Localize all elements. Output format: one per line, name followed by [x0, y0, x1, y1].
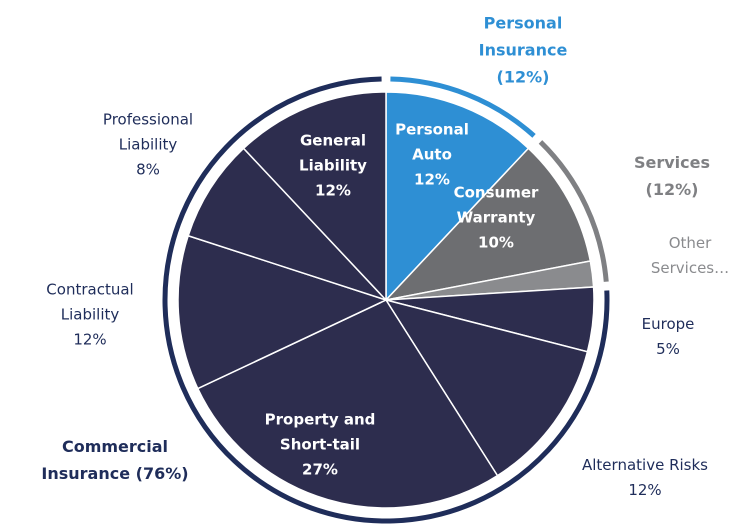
value-label: 27%: [302, 460, 338, 479]
pie-slice: [385, 91, 530, 302]
value-label: 8%: [136, 160, 160, 179]
pie-slice: [177, 234, 389, 390]
slice-label: Contractual Liability 12%: [35, 278, 145, 353]
group-value-label: (12%): [496, 67, 550, 87]
category-label: Property and Short-tail: [264, 410, 376, 454]
group-name: Personal Insurance: [478, 13, 568, 60]
category-label: Alternative Risks: [582, 456, 708, 474]
group-label: Services (12%): [622, 149, 722, 203]
pie-slice: [242, 91, 387, 302]
group-ring: [390, 76, 536, 138]
category-label: Other Services…: [650, 234, 730, 277]
slice-label: Alternative Risks 12%: [565, 453, 725, 503]
pie-slice: [196, 299, 499, 509]
category-label: Consumer Warranty: [453, 183, 539, 227]
value-label: 12%: [315, 181, 351, 200]
value-label: 12%: [73, 330, 107, 349]
slice-label: Professional Liability 8%: [88, 108, 208, 183]
pie-slice: [384, 298, 589, 477]
pie-slice: [187, 147, 387, 301]
slice-label: General Liability 12%: [288, 129, 378, 204]
slice-label: Consumer Warranty 10%: [446, 181, 546, 256]
slice-label: Other Services…: [645, 231, 735, 281]
group-ring: [538, 140, 609, 282]
group-label: Personal Insurance (12%): [473, 10, 573, 91]
group-label: Commercial Insurance (76%): [25, 433, 205, 487]
category-label: General Liability: [299, 131, 367, 175]
group-ring: [162, 76, 610, 524]
value-label: 12%: [414, 170, 450, 189]
slice-label: Europe 5%: [628, 312, 708, 362]
group-name: Commercial Insurance: [41, 437, 169, 483]
group-name: Services: [633, 153, 711, 172]
group-value-label: (12%): [645, 180, 699, 199]
value-label: 12%: [628, 481, 662, 499]
group-value-label: (76%): [135, 464, 189, 483]
pie-slice: [383, 147, 592, 302]
value-label: 10%: [478, 233, 514, 252]
slice-label: Personal Auto 12%: [387, 118, 477, 193]
category-label: Personal Auto: [395, 120, 469, 164]
slice-label: Property and Short-tail 27%: [245, 408, 395, 483]
category-label: Europe: [641, 315, 695, 333]
value-label: 5%: [656, 340, 680, 358]
category-label: Professional Liability: [102, 110, 194, 154]
category-label: Contractual Liability: [46, 280, 134, 324]
